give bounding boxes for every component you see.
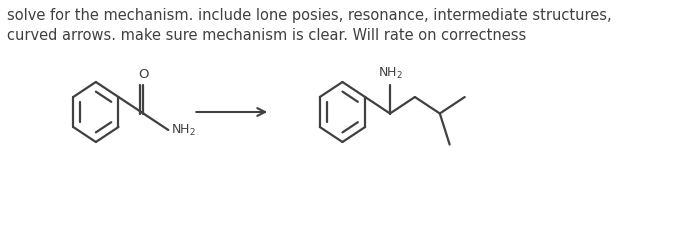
Text: solve for the mechanism. include lone posies, resonance, intermediate structures: solve for the mechanism. include lone po… — [7, 8, 612, 43]
Text: NH$_2$: NH$_2$ — [377, 66, 402, 81]
Text: O: O — [138, 68, 149, 81]
Text: NH$_2$: NH$_2$ — [171, 122, 196, 138]
